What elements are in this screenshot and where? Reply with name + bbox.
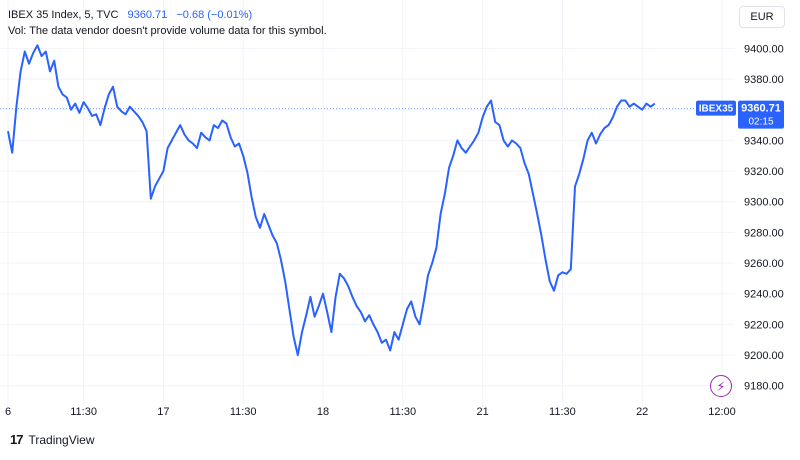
y-tick-label: 9300.00 <box>744 197 784 209</box>
x-tick-label: 6 <box>5 406 11 418</box>
y-tick-label: 9260.00 <box>744 258 784 270</box>
legend-header: IBEX 35 Index, 5, TVC 9360.71 −0.68 (−0.… <box>8 8 252 22</box>
price-change: −0.68 (−0.01%) <box>176 9 253 21</box>
tradingview-logo[interactable]: 17 TradingView <box>10 432 95 447</box>
symbol-title[interactable]: IBEX 35 Index, 5, TVC <box>8 9 119 21</box>
last-price: 9360.71 <box>127 9 168 21</box>
x-tick-label: 18 <box>317 406 329 418</box>
x-tick-label: 21 <box>476 406 488 418</box>
y-tick-label: 9280.00 <box>744 227 784 239</box>
y-tick-label: 9220.00 <box>744 319 784 331</box>
y-tick-label: 9380.00 <box>744 74 784 86</box>
y-tick-label: 9400.00 <box>744 43 784 55</box>
price-series-line <box>7 44 656 357</box>
y-tick-label: 9240.00 <box>744 289 784 301</box>
x-tick-label: 11:30 <box>389 406 416 418</box>
y-axis: 9180.00 9200.00 9220.00 9240.00 9260.00 9280.… <box>744 43 784 392</box>
volume-note: Vol: The data vendor doesn't provide vol… <box>8 25 327 37</box>
x-tick-label: 11:30 <box>549 406 576 418</box>
lightning-icon[interactable]: ⚡ <box>710 375 732 397</box>
currency-button[interactable]: EUR <box>739 6 785 28</box>
x-tick-label: 11:30 <box>230 406 257 418</box>
symbol-tag <box>696 100 736 116</box>
y-tick-label: 9180.00 <box>744 381 784 393</box>
tradingview-logo-icon: 17 <box>10 432 24 447</box>
x-tick-label: 22 <box>636 406 648 418</box>
x-tick-label: 11:30 <box>70 406 97 418</box>
price-tag-value: 9360.71 <box>741 103 781 115</box>
y-tick-label: 9200.00 <box>744 350 784 362</box>
line-layer <box>0 44 735 357</box>
tradingview-logo-text: TradingView <box>28 432 95 447</box>
y-tick-label: 9340.00 <box>744 135 784 147</box>
x-tick-label: 17 <box>157 406 169 418</box>
x-axis: 6 11:30 17 11:30 18 11:30 21 11:30 22 12:00 <box>5 406 736 418</box>
price-tag-countdown: 02:15 <box>748 117 773 128</box>
symbol-tag-label: IBEX35 <box>699 104 734 115</box>
grid-layer <box>0 0 735 406</box>
y-tick-label: 9320.00 <box>744 166 784 178</box>
x-tick-label: 12:00 <box>708 406 736 418</box>
price-tag-layer: IBEX35 9360.71 02:15 <box>696 100 784 129</box>
price-tag <box>738 100 784 129</box>
